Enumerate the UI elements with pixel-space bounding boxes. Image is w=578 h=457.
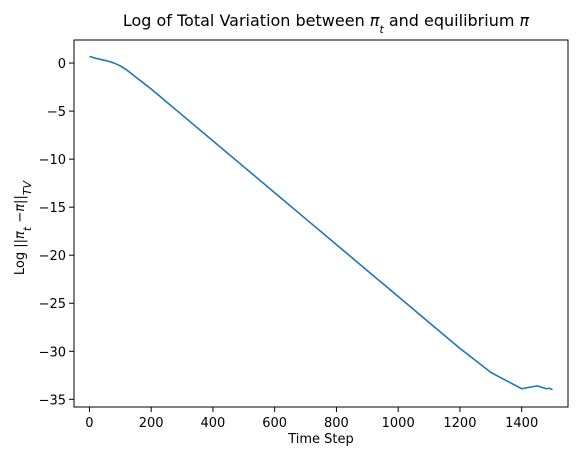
y-tick-label: −5 — [47, 105, 66, 120]
y-tick-label: 0 — [58, 57, 66, 72]
y-tick-label: −30 — [39, 345, 66, 360]
y-tick-label: −10 — [39, 153, 66, 168]
x-tick-label: 1200 — [443, 416, 476, 431]
x-tick-label: 0 — [85, 416, 93, 431]
y-tick-label: −25 — [39, 297, 66, 312]
x-tick-label: 200 — [139, 416, 164, 431]
x-axis-label: Time Step — [287, 432, 354, 447]
y-axis-label: Log ||πt −π||TV — [13, 179, 34, 275]
series-line — [89, 55, 553, 391]
x-tick-label: 400 — [201, 416, 226, 431]
x-tick-label: 1400 — [505, 416, 538, 431]
y-tick-label: −20 — [39, 249, 66, 264]
x-tick-label: 600 — [262, 416, 287, 431]
x-tick-label: 800 — [324, 416, 349, 431]
plot-area: 0 200 400 600 800 1000 1200 1400 0 −5 −10 −15 −20 −25… — [39, 39, 569, 431]
plot-frame — [73, 39, 569, 408]
x-tick-label: 1000 — [382, 416, 415, 431]
y-tick-label: −35 — [39, 393, 66, 408]
chart-title: Log of Total Variation between πt and eq… — [123, 11, 530, 36]
y-tick-label: −15 — [39, 201, 66, 216]
